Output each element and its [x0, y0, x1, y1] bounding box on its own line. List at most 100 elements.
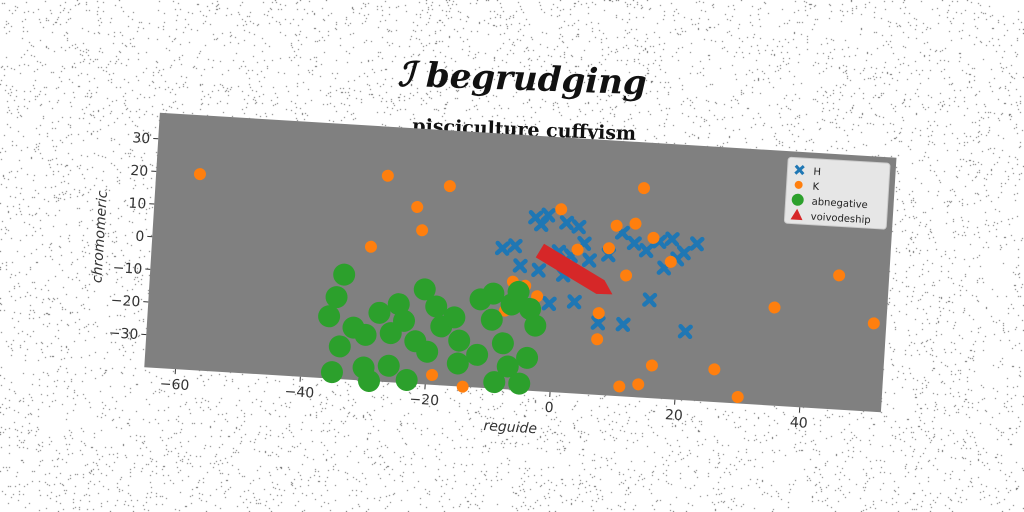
data-point-2-4 [328, 335, 351, 358]
arrow-mark [535, 243, 613, 295]
data-point-2-32 [395, 368, 418, 391]
x-tick-label--60: −60 [159, 376, 189, 394]
plot-frame: −60 −40 −20 0 20 40 −30 −20 −10 0 10 20 30 reguide c… [89, 112, 897, 437]
data-point-1-23 [833, 269, 846, 282]
legend-marker-1 [794, 180, 803, 189]
data-point-2-14 [416, 340, 439, 363]
data-point-2-15 [443, 306, 466, 329]
data-point-2-26 [524, 314, 547, 337]
data-point-2-24 [516, 346, 539, 369]
y-tick-label-30: 30 [132, 130, 151, 147]
y-tick-label--30: −30 [108, 325, 138, 343]
data-point-2-21 [491, 332, 514, 355]
legend-label-1: K [812, 182, 820, 193]
x-tick-label--40: −40 [284, 384, 314, 402]
data-point-1-1 [381, 169, 394, 182]
data-point-2-11 [413, 278, 436, 301]
data-point-2-19 [480, 308, 503, 331]
data-point-2-5 [354, 323, 377, 346]
data-point-0-25 [512, 258, 528, 274]
x-tick-label--20: −20 [409, 391, 439, 409]
x-tick-label-40: 40 [789, 415, 808, 432]
data-point-2-31 [358, 369, 381, 392]
data-point-2-27 [507, 280, 530, 303]
data-point-0-26 [531, 262, 547, 278]
data-point-1-4 [416, 224, 429, 237]
data-point-2-8 [387, 293, 410, 316]
data-point-2-6 [368, 301, 391, 324]
data-point-1-27 [632, 378, 645, 391]
data-point-2-1 [325, 286, 348, 309]
data-point-1-9 [647, 231, 660, 244]
chart-suptitle: ℐ begrudging [397, 55, 647, 104]
data-point-0-14 [638, 242, 654, 259]
data-point-1-3 [411, 201, 424, 214]
data-point-1-7 [629, 217, 642, 230]
data-point-1-21 [645, 359, 658, 372]
axis-ticks: −60 −40 −20 0 20 40 −30 −20 −10 0 10 20 30 [108, 130, 808, 432]
legend-marker-2 [791, 193, 804, 206]
data-point-0-28 [541, 296, 557, 312]
plot-area [144, 112, 897, 413]
x-axis-label: reguide [483, 418, 537, 437]
data-point-1-29 [426, 368, 439, 381]
legend-label-0: H [813, 167, 821, 178]
data-point-2-33 [446, 352, 469, 375]
data-point-2-23 [519, 297, 542, 320]
y-tick-label-20: 20 [130, 163, 149, 180]
y-tick-label-0: 0 [135, 229, 145, 246]
data-point-2-20 [466, 343, 489, 366]
data-marks [193, 168, 880, 403]
data-point-1-22 [708, 363, 721, 376]
data-point-2-9 [393, 309, 416, 332]
data-point-0-21 [642, 292, 658, 308]
data-point-0-2 [559, 215, 575, 231]
data-point-0-29 [566, 294, 582, 310]
data-point-0-13 [626, 235, 642, 251]
data-point-2-2 [318, 305, 341, 328]
data-point-0-22 [677, 323, 693, 340]
y-tick-label-10: 10 [128, 195, 147, 212]
data-point-0-1 [540, 207, 556, 223]
data-point-1-6 [555, 203, 568, 216]
data-point-0-3 [571, 219, 587, 235]
legend-marker-3 [790, 208, 803, 221]
data-point-1-14 [620, 269, 633, 282]
data-point-0-23 [590, 315, 606, 331]
y-axis-label: chromomeric [89, 190, 111, 284]
y-tick-label--10: −10 [112, 260, 142, 278]
data-point-2-25 [496, 355, 519, 378]
data-point-1-13 [664, 255, 677, 268]
data-point-2-16 [448, 329, 471, 352]
data-point-1-0 [193, 168, 206, 181]
data-point-2-29 [377, 354, 400, 377]
x-tick-label-0: 0 [544, 400, 554, 417]
data-point-0-18 [689, 236, 705, 252]
data-point-1-10 [610, 219, 623, 232]
legend-marker-0 [794, 164, 805, 176]
data-point-2-34 [483, 371, 506, 394]
data-point-1-11 [571, 243, 584, 256]
data-point-1-12 [602, 242, 615, 255]
data-point-2-12 [425, 295, 448, 318]
data-point-0-24 [615, 316, 631, 332]
data-point-0-10 [581, 252, 597, 268]
legend-box [783, 156, 891, 230]
data-point-2-18 [482, 282, 505, 305]
data-point-0-4 [533, 216, 550, 233]
data-point-1-26 [613, 380, 626, 393]
data-point-2-30 [320, 361, 343, 384]
data-point-2-0 [333, 263, 356, 286]
legend-label-2: abnegative [811, 197, 868, 211]
data-point-2-35 [508, 372, 531, 395]
x-tick-label-20: 20 [665, 407, 684, 424]
data-point-0-7 [507, 238, 523, 254]
data-point-1-8 [637, 182, 650, 195]
data-point-1-19 [591, 333, 604, 346]
data-point-1-2 [443, 180, 456, 193]
data-point-1-28 [731, 390, 744, 403]
data-point-1-5 [364, 240, 377, 253]
data-point-1-25 [867, 317, 880, 330]
